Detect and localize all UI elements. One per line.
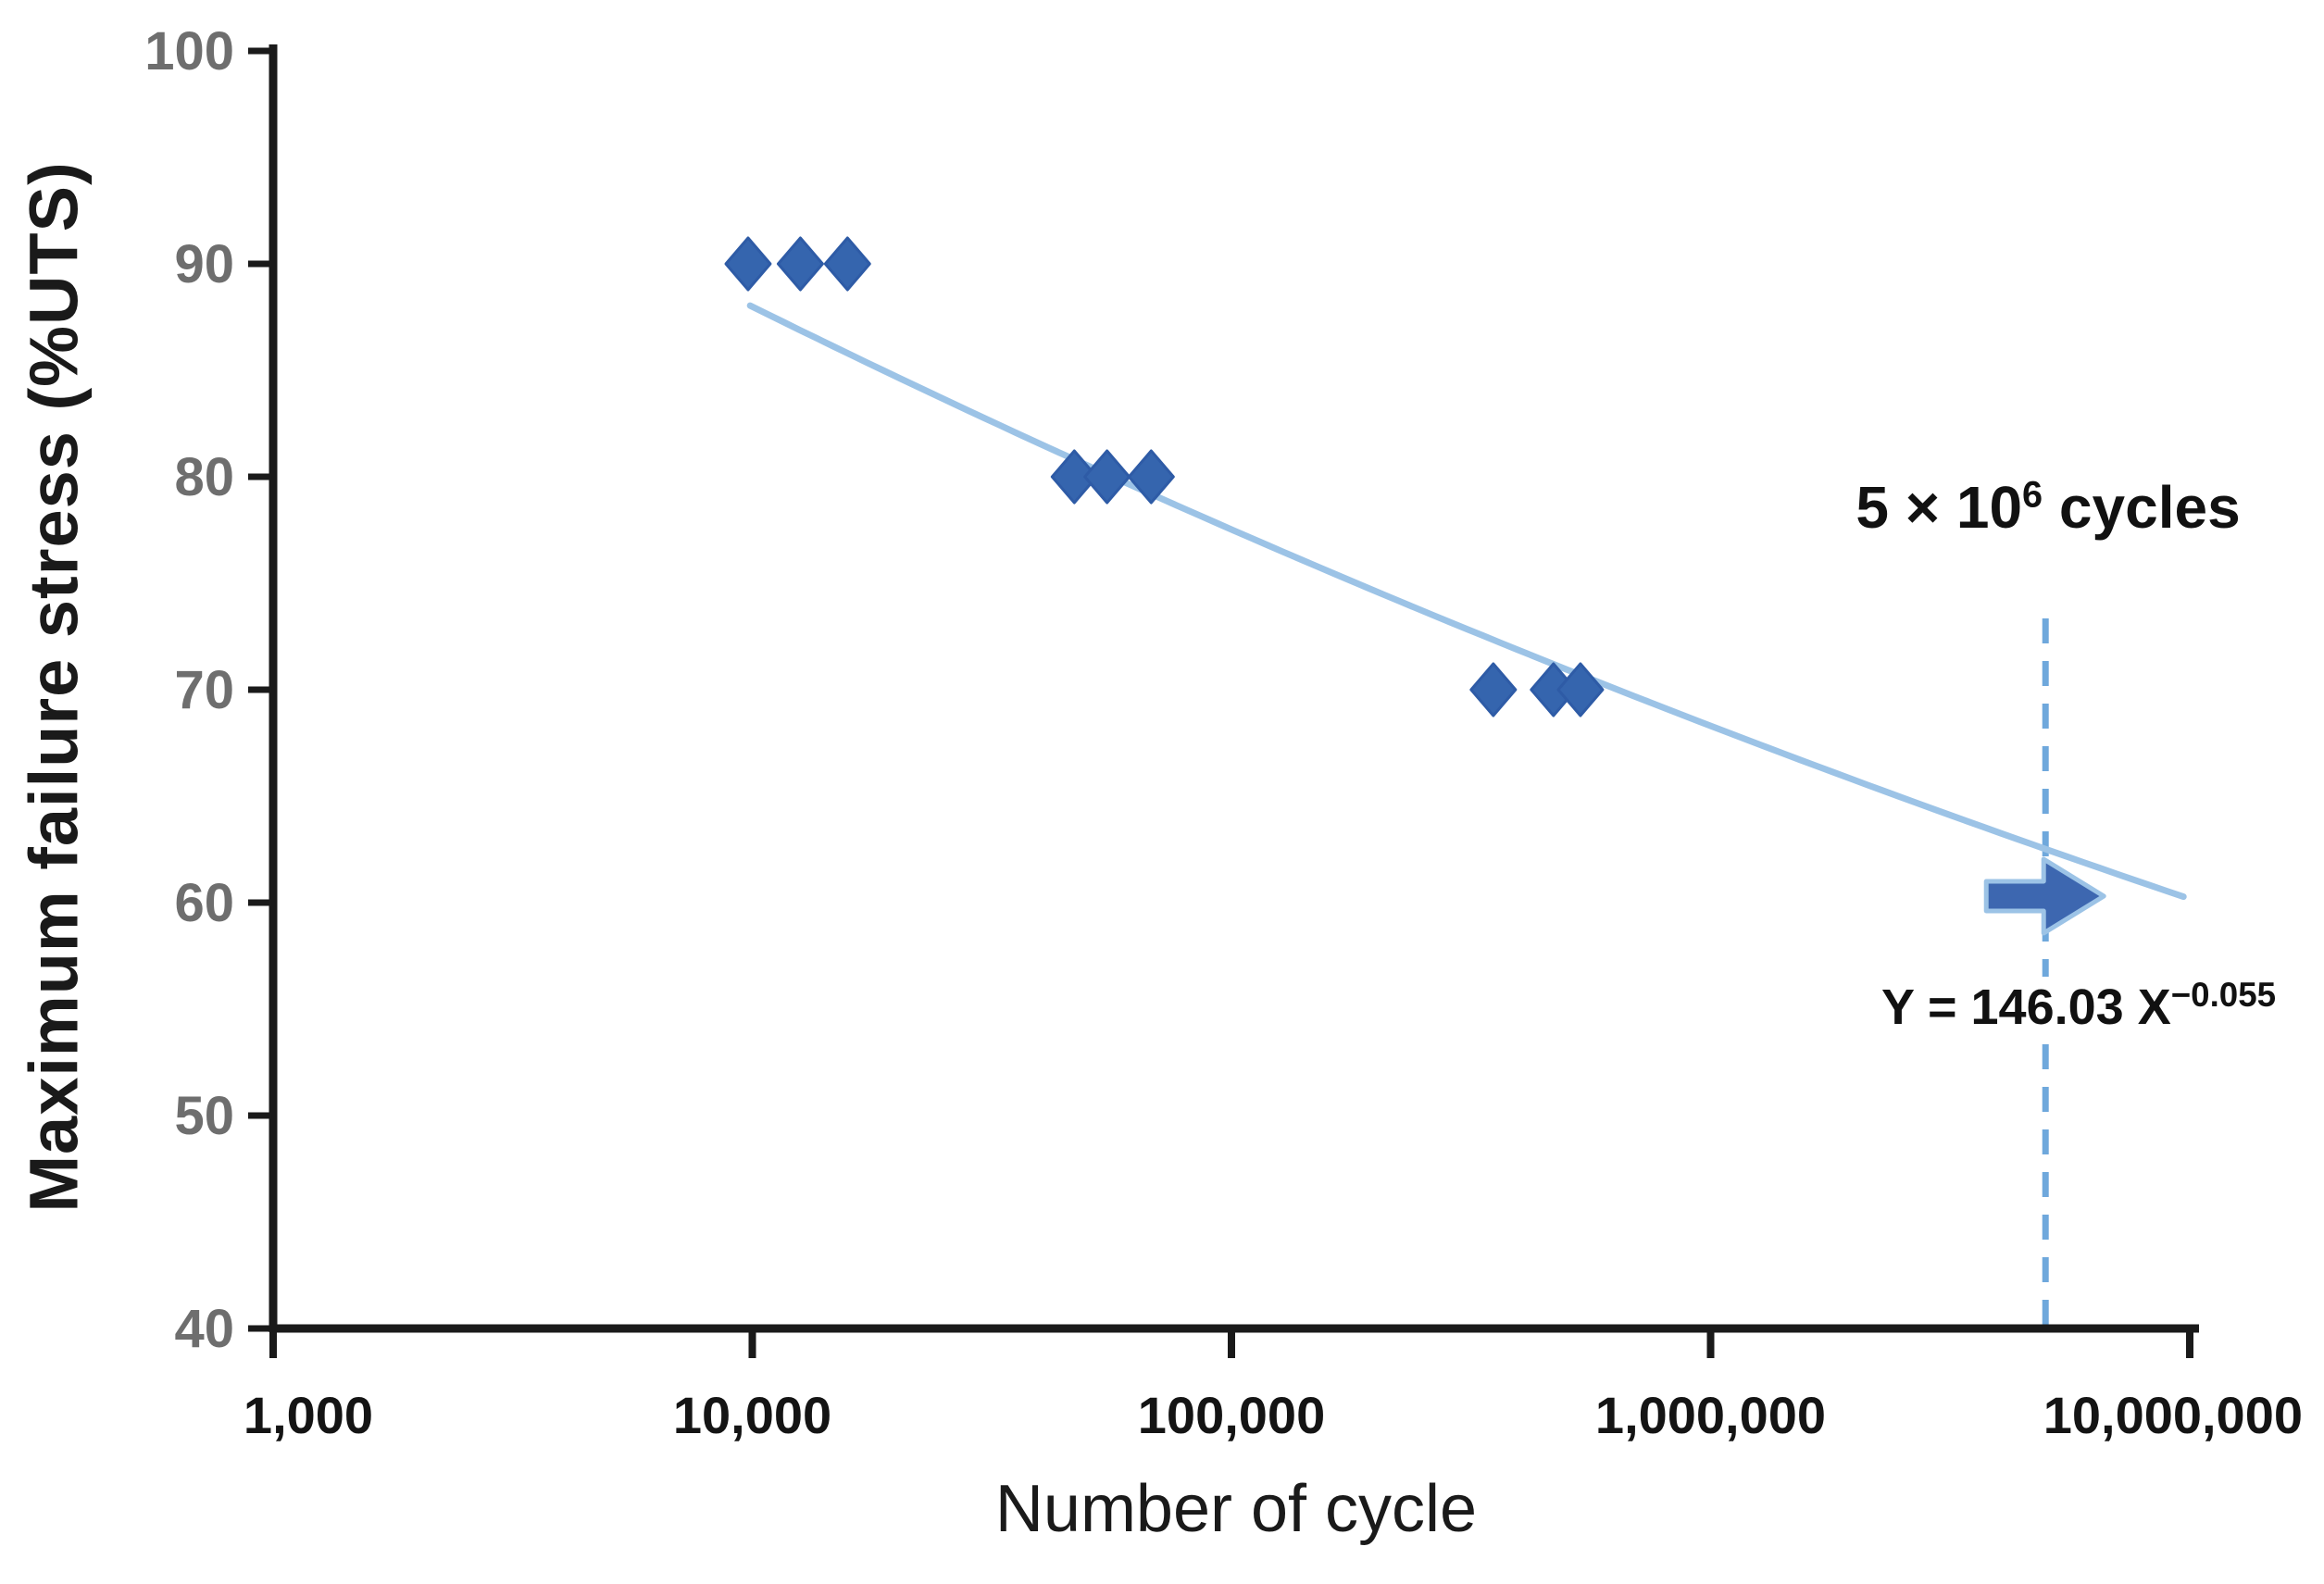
y-tick-label: 40 <box>174 1299 234 1359</box>
x-tick-label: 10,000,000 <box>2043 1386 2303 1444</box>
y-tick-label: 70 <box>174 660 234 720</box>
y-tick-label: 80 <box>174 447 234 507</box>
data-point <box>1083 449 1131 505</box>
y-tick-label: 50 <box>174 1086 234 1146</box>
y-tick-label: 60 <box>174 873 234 933</box>
data-point <box>1127 449 1175 505</box>
x-axis-title: Number of cycle <box>994 1472 1478 1546</box>
data-point <box>1050 449 1098 505</box>
runout-annotation-rest: cycles <box>2043 474 2241 541</box>
data-point <box>1556 662 1605 717</box>
x-tick-label: 10,000 <box>673 1386 831 1444</box>
right-arrow-icon <box>1983 856 2106 936</box>
x-tick-label: 1,000 <box>244 1386 373 1444</box>
y-axis-title: Maximum failure stress (%UTS) <box>15 161 93 1213</box>
data-point <box>776 236 824 292</box>
data-point <box>823 236 871 292</box>
data-point <box>1469 662 1518 717</box>
y-tick-label: 90 <box>174 234 234 294</box>
trend-line <box>746 302 2187 901</box>
y-tick-label: 100 <box>144 21 234 81</box>
trendline-equation-exponent: −0.055 <box>2170 976 2277 1014</box>
runout-annotation-base: 5 × 10 <box>1855 474 2023 541</box>
data-point <box>724 236 772 292</box>
runout-annotation-exponent: 6 <box>2022 474 2043 516</box>
runout-annotation: 5 × 106 cycles <box>1855 473 2240 542</box>
x-tick-label: 1,000,000 <box>1595 1386 1826 1444</box>
x-tick-label: 100,000 <box>1138 1386 1325 1444</box>
trendline-equation-base: Y = 146.03 X <box>1880 979 2171 1035</box>
trendline-equation: Y = 146.03 X−0.055 <box>1871 976 2286 1038</box>
